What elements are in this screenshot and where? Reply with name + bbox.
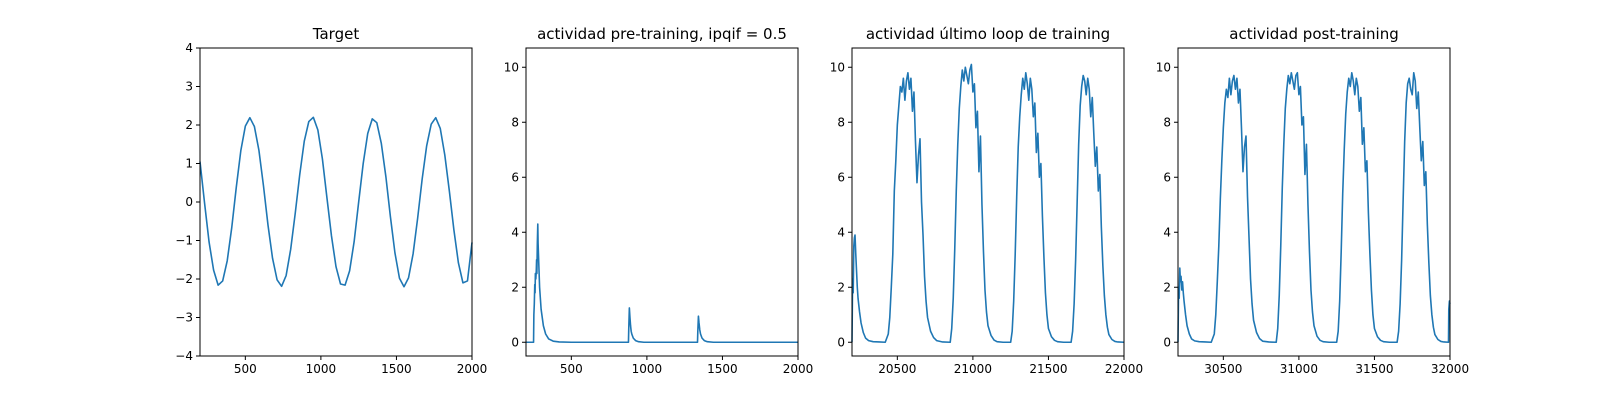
series-line-3-1 bbox=[851, 63, 1125, 344]
y-tick-label: 6 bbox=[511, 170, 519, 184]
y-tick-label: −1 bbox=[175, 234, 193, 248]
y-tick-label: 10 bbox=[504, 60, 519, 74]
y-tick-label: 3 bbox=[185, 80, 193, 94]
y-tick-label: 6 bbox=[837, 170, 845, 184]
x-tick-label: 500 bbox=[234, 362, 257, 376]
chart-title: actividad post-training bbox=[1229, 25, 1398, 43]
y-tick-label: 2 bbox=[1163, 280, 1171, 294]
x-tick-label: 20500 bbox=[878, 362, 916, 376]
y-tick-label: 0 bbox=[1163, 335, 1171, 349]
x-tick-label: 1000 bbox=[306, 362, 337, 376]
x-tick-label: 31500 bbox=[1355, 362, 1393, 376]
x-tick-label: 32000 bbox=[1431, 362, 1469, 376]
y-tick-label: 4 bbox=[1163, 225, 1171, 239]
y-tick-label: 4 bbox=[511, 225, 519, 239]
y-tick-label: 0 bbox=[837, 335, 845, 349]
x-tick-label: 1000 bbox=[632, 362, 663, 376]
axes-frame bbox=[851, 47, 1125, 357]
axes-frame bbox=[1177, 47, 1451, 357]
y-tick-label: −3 bbox=[175, 311, 193, 325]
x-tick-label: 2000 bbox=[783, 362, 814, 376]
y-tick-label: 4 bbox=[837, 225, 845, 239]
y-tick-label: 8 bbox=[511, 115, 519, 129]
chart-title: actividad último loop de training bbox=[866, 25, 1110, 43]
y-tick-label: 4 bbox=[185, 41, 193, 55]
y-tick-label: 10 bbox=[1156, 60, 1171, 74]
y-tick-label: 2 bbox=[511, 280, 519, 294]
y-tick-label: 6 bbox=[1163, 170, 1171, 184]
x-tick-label: 21000 bbox=[954, 362, 992, 376]
x-tick-label: 22000 bbox=[1105, 362, 1143, 376]
x-tick-label: 1500 bbox=[381, 362, 412, 376]
x-tick-label: 31000 bbox=[1280, 362, 1318, 376]
axes-frame bbox=[525, 47, 799, 357]
chart-title: Target bbox=[312, 25, 360, 43]
chart-title: actividad pre-training, ipqif = 0.5 bbox=[537, 25, 787, 43]
chart-panel-2: actividad pre-training, ipqif = 0.5 500 10… bbox=[504, 25, 814, 376]
x-tick-label: 30500 bbox=[1204, 362, 1242, 376]
series-line-4-1 bbox=[1177, 71, 1451, 344]
y-tick-label: −4 bbox=[175, 349, 193, 363]
axes-frame bbox=[199, 47, 473, 357]
y-tick-label: 0 bbox=[185, 195, 193, 209]
y-tick-label: −2 bbox=[175, 272, 193, 286]
x-tick-label: 2000 bbox=[457, 362, 488, 376]
y-tick-label: 2 bbox=[185, 118, 193, 132]
chart-panel-1: Target 500 1000 1500 2000 −4 −3 −2 −1 0 1 2 3 4 bbox=[175, 25, 487, 376]
y-tick-label: 8 bbox=[1163, 115, 1171, 129]
chart-panel-4: actividad post-training 30500 31000 31500 32… bbox=[1156, 25, 1469, 376]
y-tick-label: 10 bbox=[830, 60, 845, 74]
y-tick-label: 8 bbox=[837, 115, 845, 129]
y-tick-label: 2 bbox=[837, 280, 845, 294]
series-line-1-1 bbox=[199, 116, 473, 288]
y-tick-label: 0 bbox=[511, 335, 519, 349]
x-tick-label: 500 bbox=[560, 362, 583, 376]
y-tick-label: 1 bbox=[185, 157, 193, 171]
x-tick-label: 1500 bbox=[707, 362, 738, 376]
x-tick-label: 21500 bbox=[1029, 362, 1067, 376]
series-line-2-1 bbox=[526, 223, 798, 344]
